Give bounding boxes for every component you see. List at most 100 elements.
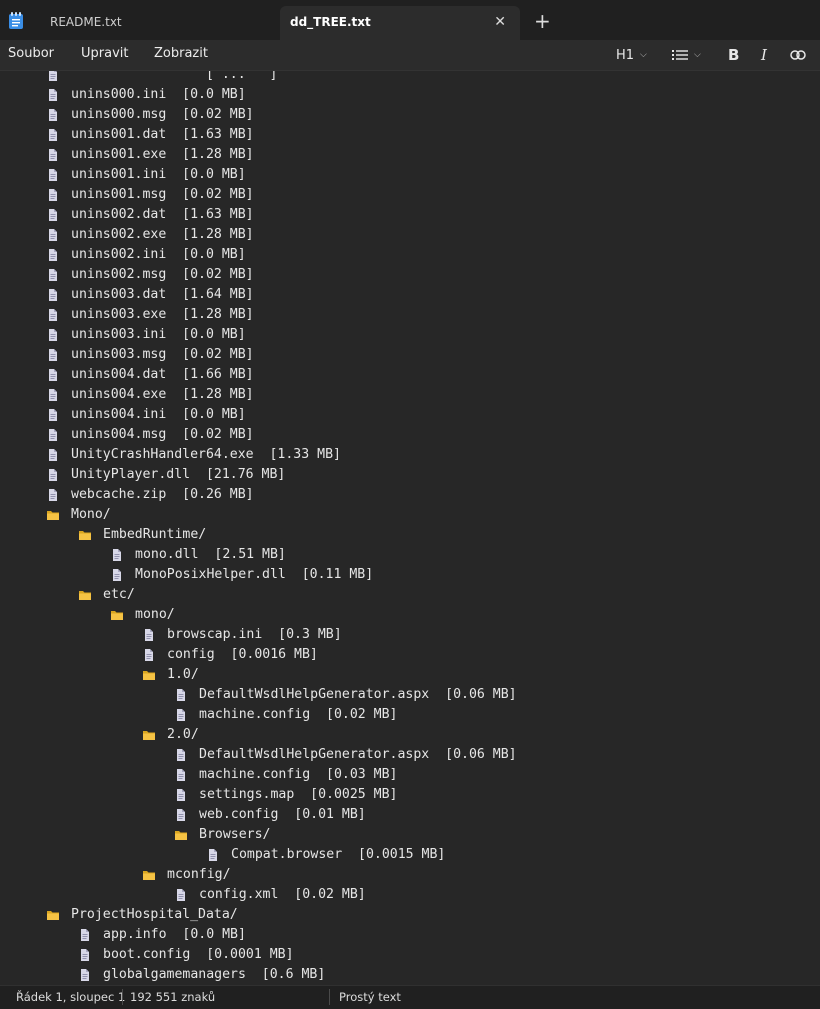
menu-edit[interactable]: Upravit: [81, 46, 129, 61]
line-text: unins002.exe [1.28 MB]: [71, 227, 254, 242]
tree-file-line: MonoPosixHelper.dll [0.11 MB]: [0, 565, 820, 585]
file-icon: [174, 888, 188, 902]
tree-file-line: unins002.ini [0.0 MB]: [0, 245, 820, 265]
folder-icon: [46, 908, 60, 922]
line-text: unins001.exe [1.28 MB]: [71, 147, 254, 162]
line-text: mconfig/: [167, 867, 231, 882]
file-icon: [174, 708, 188, 722]
editor-area[interactable]: [ ... ] unins000.ini [0.0 MB] unins000.msg…: [0, 71, 820, 985]
tab-dd-tree[interactable]: dd_TREE.txt ✕: [280, 6, 520, 40]
folder-icon: [174, 828, 188, 842]
file-icon: [46, 488, 60, 502]
file-icon: [46, 428, 60, 442]
menu-file[interactable]: Soubor: [8, 46, 54, 61]
link-button[interactable]: [790, 44, 806, 66]
line-text: unins004.ini [0.0 MB]: [71, 407, 246, 422]
title-bar: README.txt dd_TREE.txt ✕ +: [0, 0, 820, 40]
line-text: ProjectHospital_Data/: [71, 907, 238, 922]
new-tab-button[interactable]: +: [534, 9, 551, 33]
line-text: config [0.0016 MB]: [167, 647, 318, 662]
line-text: unins004.msg [0.02 MB]: [71, 427, 254, 442]
file-icon: [78, 948, 92, 962]
tree-file-line: machine.config [0.02 MB]: [0, 705, 820, 725]
close-tab-icon[interactable]: ✕: [494, 14, 506, 30]
text-lines: [ ... ] unins000.ini [0.0 MB] unins000.msg…: [0, 71, 820, 985]
tree-file-line: UnityPlayer.dll [21.76 MB]: [0, 465, 820, 485]
file-icon: [46, 108, 60, 122]
heading-dropdown[interactable]: H1 ⌵: [616, 44, 647, 66]
file-icon: [174, 748, 188, 762]
file-icon: [46, 348, 60, 362]
file-icon: [46, 308, 60, 322]
tree-file-line: machine.config [0.03 MB]: [0, 765, 820, 785]
file-icon: [46, 168, 60, 182]
tree-file-line: UnityCrashHandler64.exe [1.33 MB]: [0, 445, 820, 465]
line-text: unins003.msg [0.02 MB]: [71, 347, 254, 362]
status-divider: [122, 989, 123, 1005]
line-text: webcache.zip [0.26 MB]: [71, 487, 254, 502]
tab-label: dd_TREE.txt: [290, 15, 371, 29]
tree-folder-line: Mono/: [0, 505, 820, 525]
cursor-position[interactable]: Řádek 1, sloupec 1: [16, 990, 126, 1004]
file-icon: [174, 788, 188, 802]
file-icon: [206, 848, 220, 862]
line-text: unins001.msg [0.02 MB]: [71, 187, 254, 202]
italic-button[interactable]: I: [761, 46, 767, 64]
status-divider: [329, 989, 330, 1005]
tree-folder-line: 2.0/: [0, 725, 820, 745]
file-icon: [46, 388, 60, 402]
file-icon: [46, 148, 60, 162]
file-icon: [174, 688, 188, 702]
line-text: unins003.exe [1.28 MB]: [71, 307, 254, 322]
notepad-icon: [9, 12, 23, 29]
tree-file-line: unins004.dat [1.66 MB]: [0, 365, 820, 385]
tree-file-line: unins003.dat [1.64 MB]: [0, 285, 820, 305]
line-text: unins000.msg [0.02 MB]: [71, 107, 254, 122]
tree-file-line: browscap.ini [0.3 MB]: [0, 625, 820, 645]
file-icon: [46, 248, 60, 262]
folder-icon: [78, 528, 92, 542]
tree-file-line: settings.map [0.0025 MB]: [0, 785, 820, 805]
file-icon: [142, 628, 156, 642]
file-icon: [110, 568, 124, 582]
line-text: mono.dll [2.51 MB]: [135, 547, 286, 562]
list-dropdown[interactable]: ⌵: [672, 44, 701, 66]
line-text: mono/: [135, 607, 175, 622]
tree-file-line: unins000.ini [0.0 MB]: [0, 85, 820, 105]
line-text: app.info [0.0 MB]: [103, 927, 246, 942]
line-text: DefaultWsdlHelpGenerator.aspx [0.06 MB]: [199, 747, 517, 762]
tree-file-line: unins002.exe [1.28 MB]: [0, 225, 820, 245]
chevron-down-icon: ⌵: [694, 50, 701, 60]
file-icon: [78, 968, 92, 982]
tree-folder-line: etc/: [0, 585, 820, 605]
file-icon: [46, 71, 60, 82]
tree-file-line: unins002.msg [0.02 MB]: [0, 265, 820, 285]
file-icon: [46, 208, 60, 222]
tree-folder-line: Browsers/: [0, 825, 820, 845]
tree-file-line: config.xml [0.02 MB]: [0, 885, 820, 905]
line-text: unins002.dat [1.63 MB]: [71, 207, 254, 222]
file-icon: [46, 128, 60, 142]
line-text: EmbedRuntime/: [103, 527, 207, 542]
bold-button[interactable]: B: [728, 46, 740, 64]
menu-view[interactable]: Zobrazit: [154, 46, 208, 61]
status-bar: Řádek 1, sloupec 1 192 551 znaků Prostý …: [0, 985, 820, 1009]
tree-file-line: unins004.msg [0.02 MB]: [0, 425, 820, 445]
file-icon: [46, 188, 60, 202]
tree-file-line: unins002.dat [1.63 MB]: [0, 205, 820, 225]
file-icon: [110, 548, 124, 562]
line-text: DefaultWsdlHelpGenerator.aspx [0.06 MB]: [199, 687, 517, 702]
line-text: unins003.ini [0.0 MB]: [71, 327, 246, 342]
heading-label: H1: [616, 47, 635, 63]
line-text: etc/: [103, 587, 135, 602]
tree-folder-line: 1.0/: [0, 665, 820, 685]
tree-file-line: globalgamemanagers [0.6 MB]: [0, 965, 820, 985]
file-icon: [174, 808, 188, 822]
tree-file-line: webcache.zip [0.26 MB]: [0, 485, 820, 505]
tree-file-line: app.info [0.0 MB]: [0, 925, 820, 945]
tree-file-line: mono.dll [2.51 MB]: [0, 545, 820, 565]
tree-folder-line: ProjectHospital_Data/: [0, 905, 820, 925]
tree-file-line: unins003.exe [1.28 MB]: [0, 305, 820, 325]
text-format[interactable]: Prostý text: [339, 990, 401, 1004]
tab-readme[interactable]: README.txt: [36, 6, 280, 40]
